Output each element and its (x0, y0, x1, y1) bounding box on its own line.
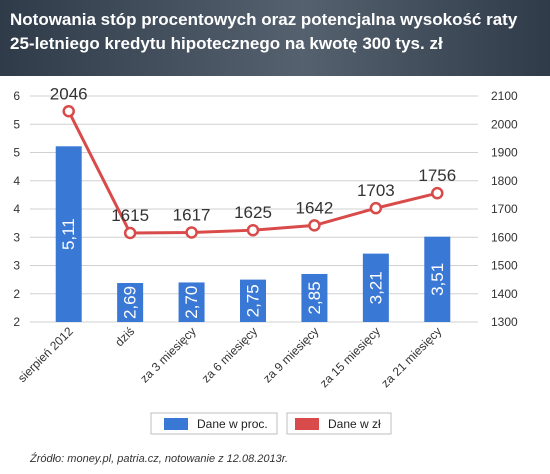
y-left-tick-label: 2 (13, 287, 20, 301)
x-tick-label: za 6 miesięcy (199, 324, 260, 385)
y-right-tick-label: 1700 (491, 202, 518, 216)
legend-swatch-bars (164, 418, 188, 430)
x-tick-label: za 3 miesięcy (137, 324, 198, 385)
y-right-tick-label: 1400 (491, 287, 518, 301)
legend-label-line: Dane w zł (328, 417, 381, 431)
line-point (62, 105, 75, 118)
bar-series (55, 146, 451, 322)
source-note: Źródło: money.pl, patria.cz, notowanie z… (29, 452, 288, 465)
x-tick-label: za 9 miesięcy (260, 324, 321, 385)
x-tick-label: dziś (112, 324, 137, 349)
chart-title-line-1: Notowania stóp procentowych oraz potencj… (10, 10, 518, 29)
y-right-tick-label: 1900 (491, 146, 518, 160)
y-right-tick-label: 1300 (491, 315, 518, 329)
y-axis-right: 1300 1400 1500 1600 1700 1800 1900 2000 2100 (491, 89, 518, 329)
y-left-tick-label: 2 (13, 315, 20, 329)
bar-value-label: 3,21 (366, 271, 385, 304)
line-point (369, 201, 383, 215)
line-point (123, 226, 137, 240)
line-point (308, 219, 321, 232)
y-left-tick-label: 5 (13, 117, 20, 131)
legend: Dane w proc. Dane w zł (150, 412, 392, 435)
y-right-tick-label: 1800 (491, 174, 518, 188)
y-right-tick-label: 1500 (491, 259, 518, 273)
legend-label-bars: Dane w proc. (197, 417, 268, 431)
bar (178, 282, 205, 322)
line-point (246, 223, 260, 237)
line-value-label: 2046 (50, 84, 88, 103)
bar-value-label: 2,85 (305, 281, 324, 314)
x-axis-labels: sierpień 2012 dziś za 3 miesięcy za 6 miesi… (15, 324, 444, 390)
line-value-label: 1615 (111, 206, 149, 225)
y-left-tick-label: 6 (13, 89, 20, 103)
line-value-label: 1703 (357, 181, 395, 200)
bar (301, 273, 328, 322)
line-value-label: 1625 (234, 203, 272, 222)
legend-swatch-line (295, 418, 319, 430)
line-point (185, 226, 198, 239)
line-point (431, 186, 444, 200)
line-value-label: 1756 (418, 166, 456, 185)
bar-value-label: 2,75 (244, 284, 263, 317)
y-left-tick-label: 5 (13, 146, 20, 160)
line-value-label: 1617 (173, 205, 211, 224)
bar-value-label: 2,70 (182, 286, 201, 319)
line-value-label: 1642 (296, 198, 334, 217)
y-right-tick-label: 2100 (491, 89, 518, 103)
bar (55, 146, 82, 322)
bar (240, 279, 266, 322)
x-tick-label: za 21 miesięcy (378, 324, 444, 390)
y-left-tick-label: 3 (13, 230, 20, 244)
bar-value-labels: 5,11 2,69 2,70 2,75 2,85 3,21 3,51 (59, 218, 447, 319)
line-series (62, 105, 444, 240)
x-tick-label: sierpień 2012 (15, 324, 76, 385)
y-left-tick-label: 4 (13, 174, 20, 188)
bar-value-label: 5,11 (59, 218, 78, 250)
x-tick-label: za 15 miesięcy (317, 324, 383, 390)
y-right-tick-label: 1600 (491, 230, 518, 244)
y-axis-left: 2 2 3 3 4 4 5 5 6 (13, 89, 20, 329)
bar-value-label: 2,69 (121, 286, 140, 319)
y-left-tick-label: 4 (13, 202, 20, 216)
chart-title-line-2: 25-letniego kredytu hipotecznego na kwot… (10, 34, 443, 53)
bar-value-label: 3,51 (428, 263, 447, 296)
bar (424, 236, 451, 322)
line-value-labels: 2046 1615 1617 1625 1642 1703 1756 (50, 84, 456, 225)
bar (362, 253, 389, 322)
y-left-tick-label: 3 (13, 259, 20, 273)
y-right-tick-label: 2000 (491, 117, 518, 131)
header-background (0, 0, 550, 76)
bar (117, 283, 144, 322)
